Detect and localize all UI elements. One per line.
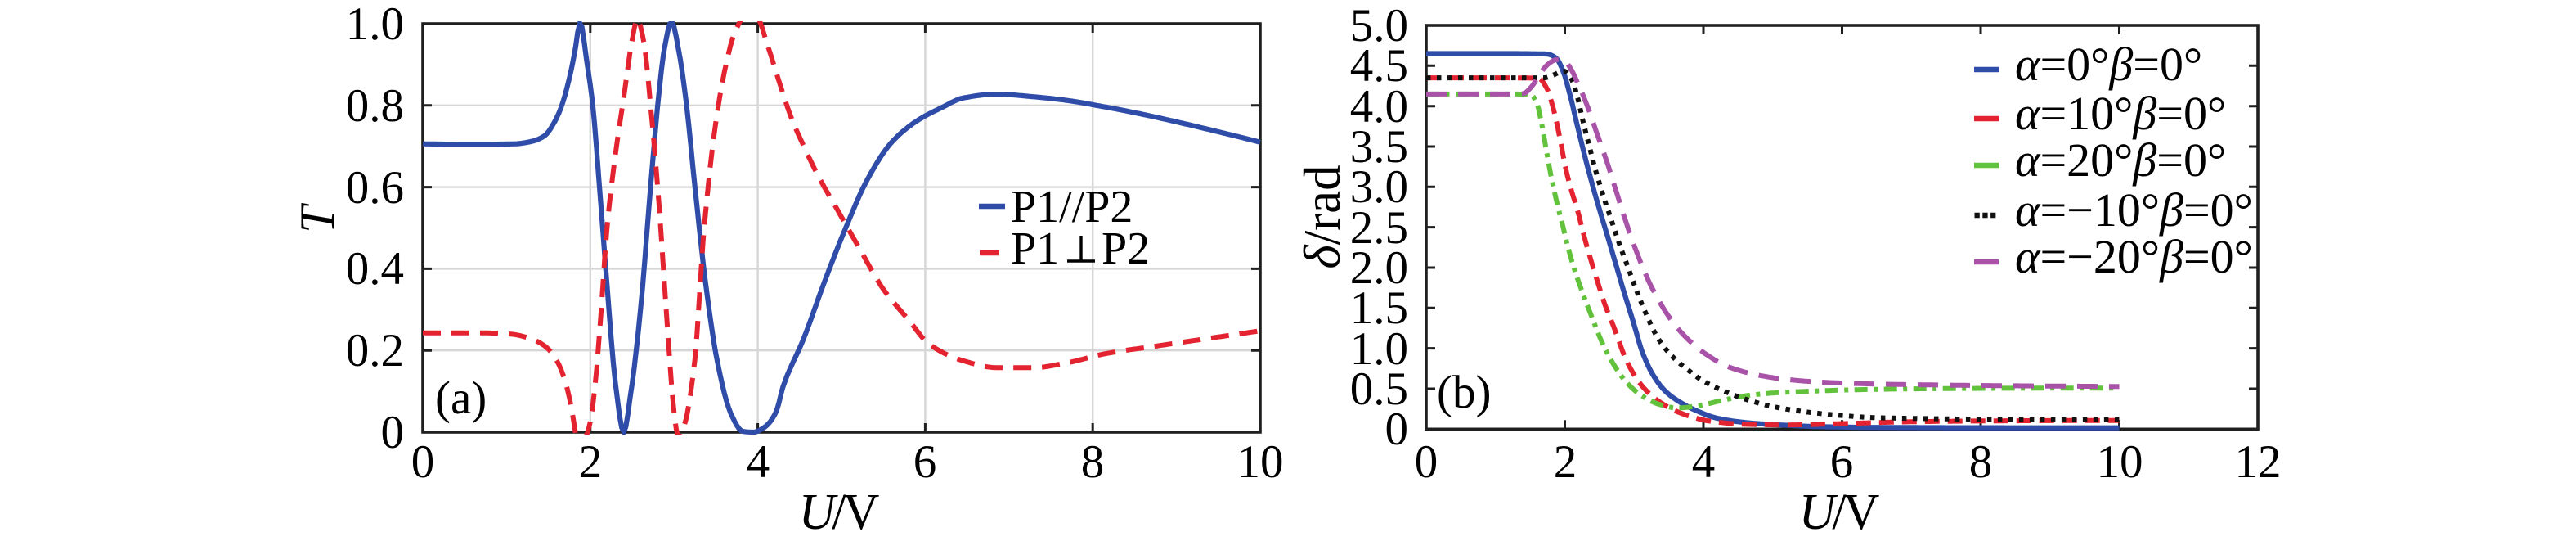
svg-text:2: 2 — [1554, 436, 1577, 488]
svg-text:0: 0 — [411, 436, 435, 488]
svg-text:0.5: 0.5 — [1350, 363, 1408, 415]
svg-text:T: T — [290, 203, 344, 233]
svg-text:5.0: 5.0 — [1350, 0, 1408, 52]
svg-text:10: 10 — [2097, 436, 2143, 488]
svg-text:3.5: 3.5 — [1350, 121, 1408, 173]
svg-text:0: 0 — [1385, 403, 1409, 455]
svg-text:2.0: 2.0 — [1350, 242, 1408, 294]
svg-text:3.0: 3.0 — [1350, 161, 1408, 213]
svg-text:4.0: 4.0 — [1350, 81, 1408, 133]
svg-text:4.5: 4.5 — [1350, 40, 1408, 92]
svg-text:α=10°β=0°: α=10°β=0° — [2015, 87, 2226, 140]
svg-text:α=20°β=0°: α=20°β=0° — [2015, 133, 2226, 187]
svg-text:8: 8 — [1081, 436, 1105, 488]
svg-text:2.5: 2.5 — [1350, 202, 1408, 254]
svg-text:8: 8 — [1969, 436, 1993, 488]
svg-text:0: 0 — [381, 407, 405, 458]
svg-text:P1//P2: P1//P2 — [1011, 182, 1133, 232]
svg-text:(b): (b) — [1437, 367, 1491, 418]
svg-text:1.0: 1.0 — [346, 0, 404, 50]
svg-text:0.8: 0.8 — [346, 80, 404, 132]
svg-text:U/V: U/V — [799, 485, 880, 540]
svg-text:6: 6 — [1830, 436, 1854, 488]
svg-text:α=−10°β=0°: α=−10°β=0° — [2015, 183, 2253, 237]
svg-text:10: 10 — [1237, 436, 1284, 488]
svg-text:δ/rad: δ/rad — [1294, 165, 1351, 268]
svg-text:P2: P2 — [1102, 223, 1150, 274]
svg-text:α=0°β=0°: α=0°β=0° — [2015, 38, 2202, 91]
svg-text:0.4: 0.4 — [346, 243, 404, 295]
svg-text:0.6: 0.6 — [346, 162, 404, 214]
svg-text:6: 6 — [913, 436, 937, 488]
svg-text:2: 2 — [579, 436, 603, 488]
svg-text:α=−20°β=0°: α=−20°β=0° — [2015, 230, 2253, 283]
svg-text:U/V: U/V — [1799, 485, 1880, 540]
svg-text:4: 4 — [747, 436, 770, 488]
svg-text:0.2: 0.2 — [346, 325, 404, 376]
svg-text:1.5: 1.5 — [1350, 282, 1408, 334]
svg-text:(a): (a) — [435, 372, 487, 424]
svg-text:0: 0 — [1415, 436, 1438, 488]
svg-text:4: 4 — [1692, 436, 1716, 488]
svg-text:12: 12 — [2235, 436, 2282, 488]
svg-text:P1: P1 — [1011, 223, 1059, 274]
svg-text:1.0: 1.0 — [1350, 323, 1408, 375]
